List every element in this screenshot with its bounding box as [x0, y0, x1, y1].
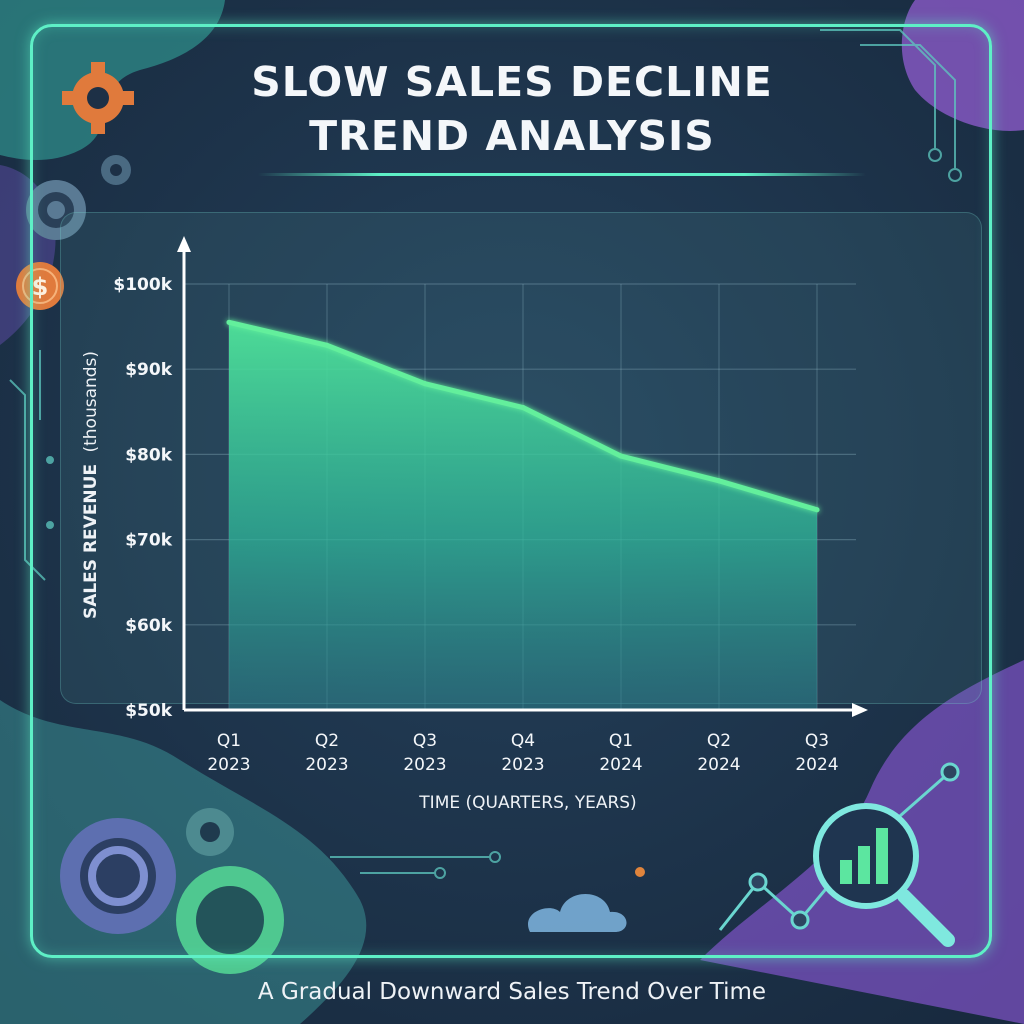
y-tick-label: $60k [125, 616, 172, 636]
sales-area-fill [229, 322, 817, 710]
magnifier-chart-icon [718, 762, 960, 947]
x-tick-label-year: 2023 [207, 755, 250, 775]
x-tick-label-year: 2023 [403, 755, 446, 775]
title-underline [258, 173, 866, 176]
x-tick-label-quarter: Q4 [511, 731, 535, 751]
x-tick-label-quarter: Q2 [707, 731, 731, 751]
x-tick-label-quarter: Q1 [217, 731, 241, 751]
x-tick-label-year: 2024 [697, 755, 740, 775]
decor-dot [635, 867, 645, 877]
gear-icon-orange [62, 62, 134, 134]
data-point [520, 405, 526, 411]
gear-icon-green [176, 866, 284, 974]
x-tick-label-quarter: Q1 [609, 731, 633, 751]
glow-frame [30, 24, 992, 958]
data-point [324, 342, 330, 348]
x-axis-label: TIME (QUARTERS, YEARS) [418, 793, 636, 813]
chart-title-line2: TREND ANALYSIS [309, 112, 715, 160]
x-tick-label-year: 2024 [795, 755, 838, 775]
y-axis-label-bold: SALES REVENUE [81, 464, 101, 619]
data-point [814, 507, 820, 513]
data-point [226, 319, 232, 325]
gear-icon-large [60, 818, 176, 934]
svg-text:$: $ [32, 273, 49, 301]
y-axis-label-unit: (thousands) [81, 351, 101, 453]
y-axis-arrow [177, 236, 191, 252]
chart-title-line1: SLOW SALES DECLINE [251, 58, 773, 106]
cloud-icon [527, 894, 627, 932]
chart-caption: A Gradual Downward Sales Trend Over Time [257, 979, 767, 1005]
circuit-lines [9, 29, 962, 879]
data-point [716, 478, 722, 484]
x-axis-arrow [852, 703, 868, 717]
y-tick-label: $70k [125, 531, 172, 551]
data-point [618, 453, 624, 459]
y-axis-label: SALES REVENUE (thousands) [81, 351, 101, 619]
y-tick-label: $80k [125, 445, 172, 465]
data-point [422, 381, 428, 387]
y-tick-label: $100k [113, 275, 172, 295]
gear-icon-small [101, 155, 131, 185]
blob-top-right [901, 0, 1024, 131]
x-tick-label-quarter: Q3 [805, 731, 829, 751]
x-tick-label-year: 2024 [599, 755, 642, 775]
y-tick-label: $50k [125, 701, 172, 721]
x-tick-label-year: 2023 [305, 755, 348, 775]
x-tick-label-quarter: Q2 [315, 731, 339, 751]
dollar-coin-icon: $ [16, 262, 64, 310]
y-tick-label: $90k [125, 360, 172, 380]
x-tick-label-year: 2023 [501, 755, 544, 775]
gear-icon-small-bottom [186, 808, 234, 856]
x-tick-label-quarter: Q3 [413, 731, 437, 751]
